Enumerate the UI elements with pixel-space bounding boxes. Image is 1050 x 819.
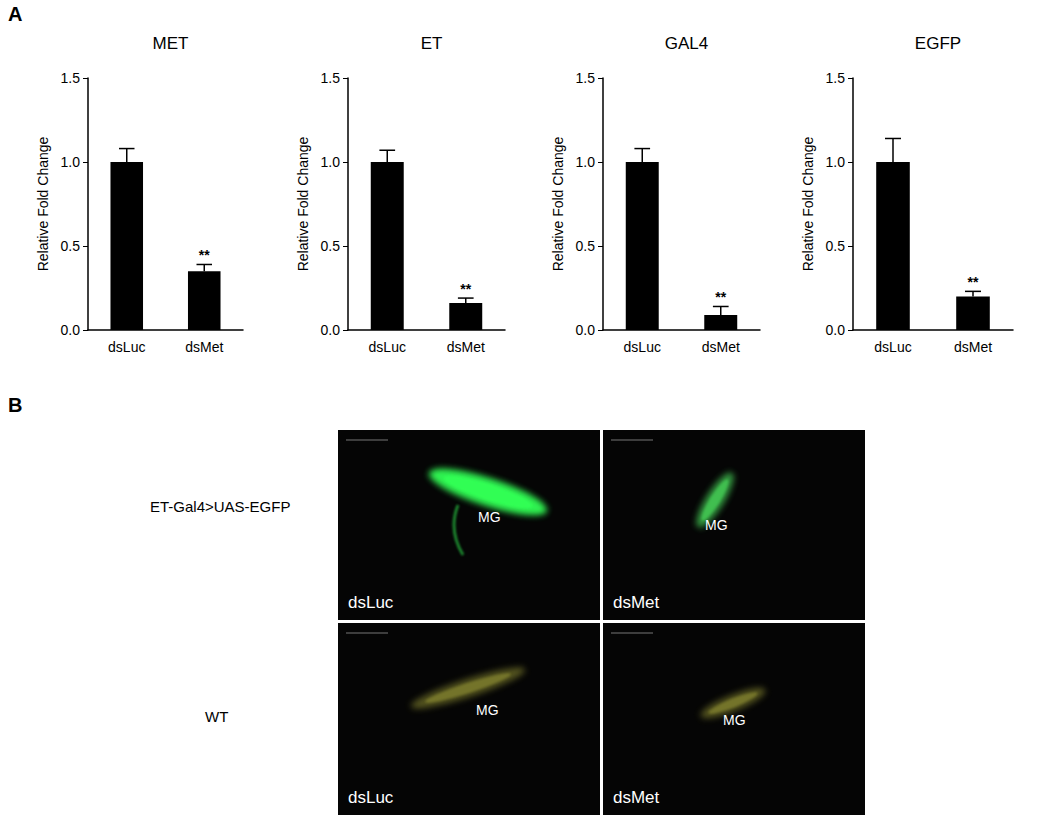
svg-text:0.5: 0.5 [576, 238, 596, 254]
svg-text:MG: MG [476, 702, 499, 718]
svg-text:MG: MG [705, 517, 728, 533]
svg-text:1.5: 1.5 [321, 70, 341, 86]
svg-text:0.0: 0.0 [826, 322, 846, 338]
svg-text:0.5: 0.5 [826, 238, 846, 254]
svg-text:A: A [8, 3, 22, 25]
svg-text:ET-Gal4>UAS-EGFP: ET-Gal4>UAS-EGFP [150, 498, 290, 515]
svg-text:1.0: 1.0 [576, 154, 596, 170]
svg-text:0.5: 0.5 [321, 238, 341, 254]
svg-text:1.5: 1.5 [61, 70, 81, 86]
svg-text:dsLuc: dsLuc [108, 339, 145, 355]
svg-text:Relative Fold Change: Relative Fold Change [550, 136, 566, 271]
svg-text:dsLuc: dsLuc [348, 788, 394, 807]
svg-text:dsLuc: dsLuc [624, 339, 661, 355]
svg-text:MG: MG [723, 712, 746, 728]
svg-text:B: B [8, 394, 22, 416]
svg-text:MG: MG [478, 509, 501, 525]
svg-text:dsMet: dsMet [954, 339, 992, 355]
svg-text:dsMet: dsMet [613, 593, 660, 612]
svg-text:**: ** [968, 274, 979, 290]
svg-text:dsMet: dsMet [613, 788, 660, 807]
svg-text:**: ** [715, 289, 726, 305]
svg-text:0.0: 0.0 [61, 322, 81, 338]
svg-text:dsLuc: dsLuc [369, 339, 406, 355]
svg-text:dsMet: dsMet [447, 339, 485, 355]
svg-text:dsMet: dsMet [702, 339, 740, 355]
svg-text:WT: WT [205, 708, 228, 725]
svg-text:EGFP: EGFP [915, 34, 961, 53]
svg-text:1.5: 1.5 [826, 70, 846, 86]
svg-text:**: ** [199, 247, 210, 263]
svg-text:**: ** [460, 281, 471, 297]
svg-text:0.0: 0.0 [321, 322, 341, 338]
svg-text:Relative Fold Change: Relative Fold Change [35, 136, 51, 271]
svg-text:Relative Fold Change: Relative Fold Change [295, 136, 311, 271]
svg-text:GAL4: GAL4 [665, 34, 708, 53]
svg-text:Relative Fold Change: Relative Fold Change [800, 136, 816, 271]
svg-text:0.0: 0.0 [576, 322, 596, 338]
svg-text:dsLuc: dsLuc [348, 593, 394, 612]
svg-text:1.5: 1.5 [576, 70, 596, 86]
svg-text:1.0: 1.0 [826, 154, 846, 170]
svg-text:ET: ET [421, 34, 443, 53]
svg-text:1.0: 1.0 [61, 154, 81, 170]
svg-text:dsMet: dsMet [185, 339, 223, 355]
svg-text:dsLuc: dsLuc [874, 339, 911, 355]
svg-text:MET: MET [153, 34, 189, 53]
svg-text:0.5: 0.5 [61, 238, 81, 254]
svg-text:1.0: 1.0 [321, 154, 341, 170]
